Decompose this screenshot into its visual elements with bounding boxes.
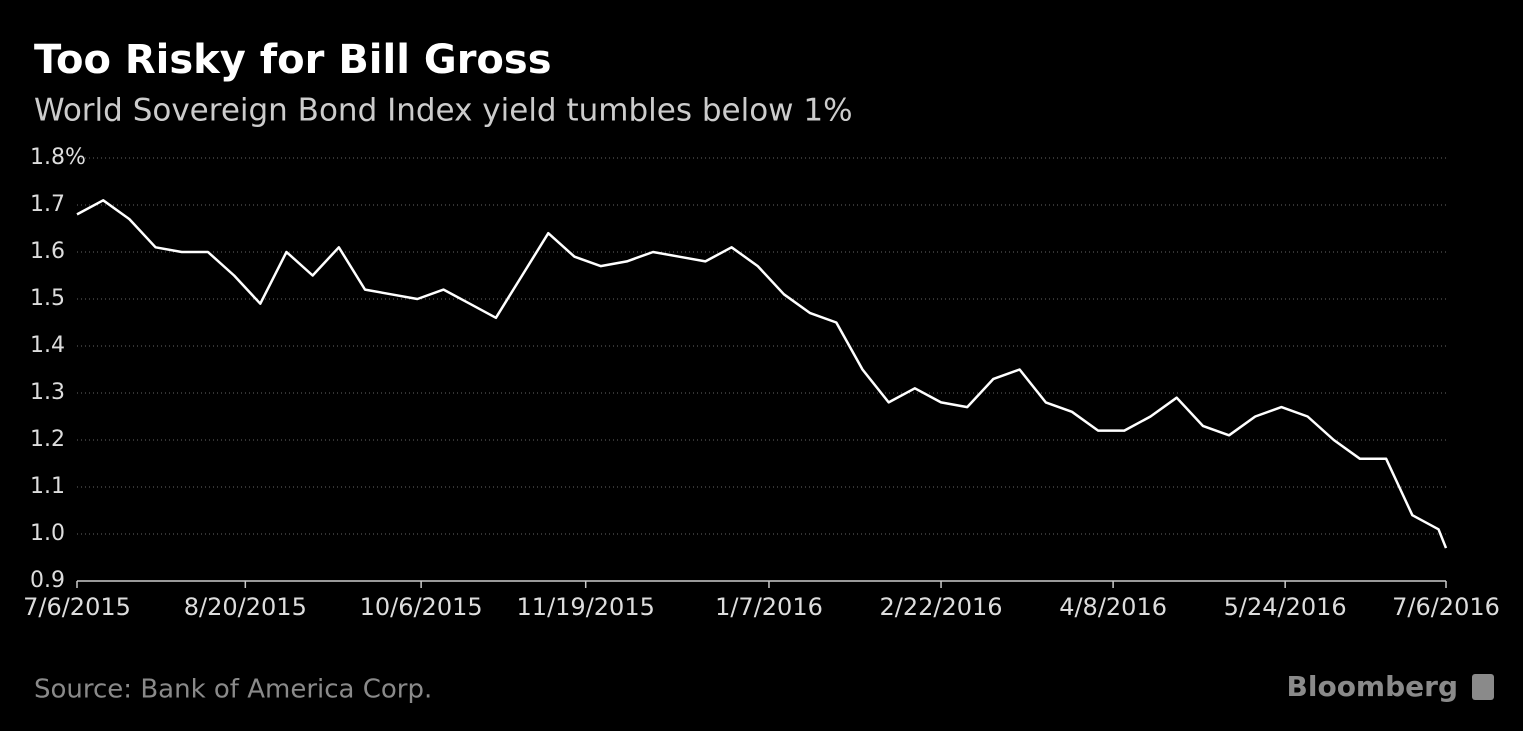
x-tick-label: 8/20/2015 <box>184 593 307 621</box>
y-tick-label: 1.3 <box>30 380 65 405</box>
x-tick-label: 7/6/2015 <box>23 593 131 621</box>
source: Source: Bank of America Corp. <box>34 675 432 705</box>
y-tick-label: 1.7 <box>30 192 65 217</box>
y-tick-label: 1.4 <box>30 333 65 358</box>
x-tick-label: 2/22/2016 <box>880 593 1003 621</box>
line-series <box>76 199 1448 549</box>
x-tick-label: 1/7/2016 <box>715 593 823 621</box>
chart-title: Too Risky for Bill Gross <box>34 37 552 83</box>
chart-subtitle: World Sovereign Bond Index yield tumbles… <box>34 93 853 129</box>
y-tick-label: 1.1 <box>30 474 65 499</box>
logo-icon <box>1472 674 1494 700</box>
y-tick-label: 1.5 <box>30 286 65 311</box>
y-tick-label: 1.2 <box>30 427 65 452</box>
x-tick-label: 4/8/2016 <box>1059 593 1167 621</box>
y-tick-label: 0.9 <box>30 568 65 593</box>
x-tick-label: 5/24/2016 <box>1224 593 1347 621</box>
x-tick-label: 10/6/2015 <box>360 593 483 621</box>
y-tick-label: 1.8% <box>30 145 86 170</box>
x-tick-label: 11/19/2015 <box>517 593 655 621</box>
x-tick-label: 7/6/2016 <box>1392 593 1500 621</box>
y-tick-label: 1.6 <box>30 239 65 264</box>
y-tick-label: 1.0 <box>30 521 65 546</box>
logo: Bloomberg <box>1287 670 1458 703</box>
